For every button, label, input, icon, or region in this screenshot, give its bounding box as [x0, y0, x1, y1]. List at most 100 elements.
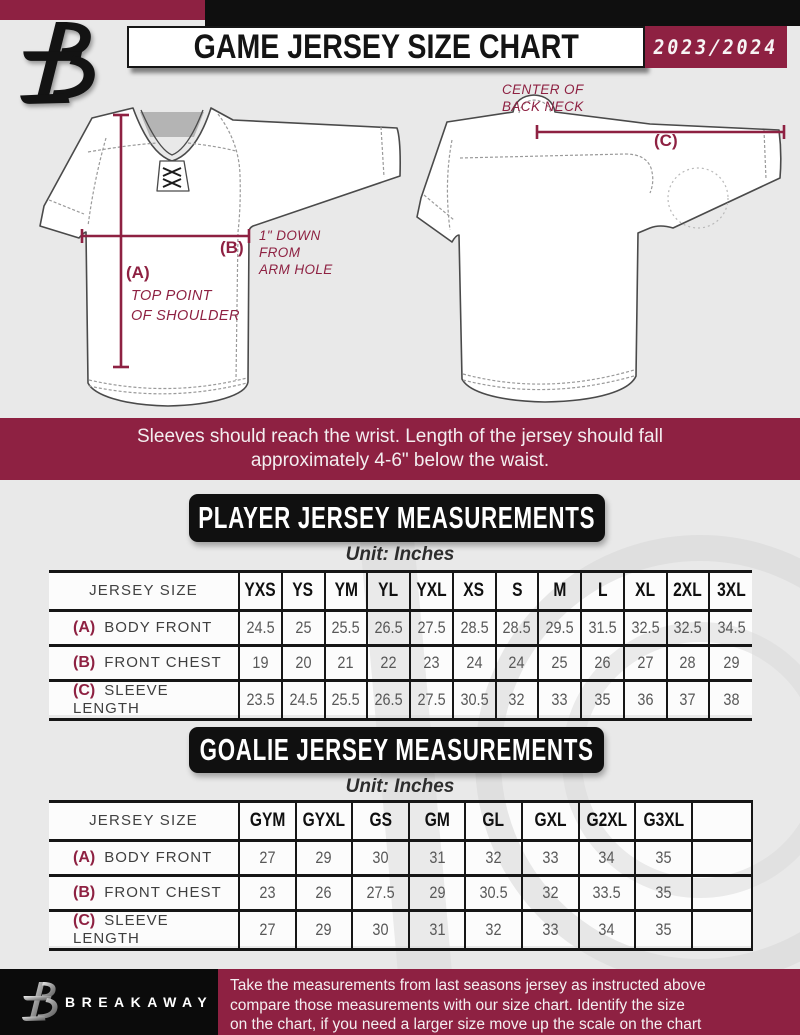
top-bar-maroon: [0, 0, 205, 20]
label-b-description: 1" DOWN FROM ARM HOLE: [259, 228, 333, 277]
value-cell: 27: [622, 645, 667, 681]
size-header-cell: GM: [407, 801, 466, 841]
value-cell: 30.5: [451, 680, 496, 720]
size-header-cell: YS: [280, 571, 325, 611]
measurement-lines: [80, 113, 786, 369]
size-header-cell: S: [494, 571, 539, 611]
value-cell: 33: [537, 680, 581, 720]
value-cell: 30: [351, 840, 409, 876]
value-cell: 24: [494, 645, 539, 681]
value-cell: 20: [280, 645, 325, 681]
value-cell: 24: [451, 645, 496, 681]
corner-header-cell: JERSEY SIZE: [89, 582, 198, 599]
center-back-neck-label: CENTER OF BACK NECK: [502, 82, 584, 114]
value-cell: 25: [537, 645, 581, 681]
value-cell: 34: [577, 840, 636, 876]
value-cell: 30: [351, 910, 409, 950]
value-cell: 33: [520, 910, 579, 950]
value-cell: 32: [464, 840, 522, 876]
jersey-back-diagram: [416, 94, 782, 403]
player-size-table: JERSEY SIZE YXS YS YM YL YXL XS S M L XL 2XL 3XL (A) B…: [49, 570, 752, 721]
value-cell: 34.5: [708, 610, 752, 646]
value-cell: 29: [708, 645, 752, 681]
size-header-cell: XS: [451, 571, 496, 611]
value-cell: 23: [238, 875, 296, 911]
label-c: (C): [654, 131, 678, 150]
value-cell: 24.5: [280, 680, 325, 720]
measurement-row: (C) SLEEVE LENGTH 27 29 30 31 32 33 34 35: [49, 910, 753, 950]
footer-breakaway-b-logo-icon: [22, 982, 58, 1021]
size-header-cell: YXL: [409, 571, 453, 611]
value-cell: [690, 875, 753, 911]
size-header-cell: YXS: [238, 571, 282, 611]
value-cell: 32: [464, 910, 522, 950]
value-cell: 31: [407, 840, 466, 876]
value-cell: 33: [520, 840, 579, 876]
value-cell: 25: [280, 610, 325, 646]
value-cell: 35: [634, 875, 692, 911]
row-label-cell: (A) BODY FRONT: [73, 849, 213, 866]
value-cell: 24.5: [238, 610, 282, 646]
value-cell: 25.5: [323, 610, 368, 646]
size-header-cell: GYM: [238, 801, 296, 841]
value-cell: 26.5: [366, 610, 410, 646]
notice-line-2: approximately 4-6" below the waist.: [250, 450, 550, 471]
value-cell: 32: [520, 875, 579, 911]
row-label-cell: (C) SLEEVE LENGTH: [73, 912, 169, 947]
measurement-row: (A) BODY FRONT 24.5 25 25.5 26.5 27.5 28.5 28.5 2…: [49, 610, 752, 646]
value-cell: 29: [294, 840, 353, 876]
row-label-cell: (B) FRONT CHEST: [73, 884, 222, 901]
footer-brand-name: BREAKAWAY: [65, 994, 214, 1010]
row-label-cell: (C) SLEEVE LENGTH: [73, 682, 169, 717]
notice-banner: Sleeves should reach the wrist. Length o…: [0, 418, 800, 480]
measurement-row: (C) SLEEVE LENGTH 23.5 24.5 25.5 26.5 27.5 30.5…: [49, 680, 752, 720]
top-bar-black: [205, 0, 800, 26]
value-cell: 29.5: [537, 610, 581, 646]
value-cell: 28.5: [451, 610, 496, 646]
size-header-cell: G3XL: [634, 801, 692, 841]
value-cell: 27: [238, 840, 296, 876]
value-cell: 32: [494, 680, 539, 720]
value-cell: 26.5: [366, 680, 410, 720]
value-cell: 35: [634, 840, 692, 876]
label-b: (B): [220, 238, 244, 257]
size-header-cell: YL: [366, 571, 410, 611]
size-header-cell: XL: [622, 571, 667, 611]
player-unit-label: Unit: Inches: [345, 544, 455, 565]
goalie-unit-label: Unit: Inches: [345, 776, 455, 797]
measurement-row: (B) FRONT CHEST 23 26 27.5 29 30.5 32 33.5 35: [49, 875, 753, 911]
value-cell: 25.5: [323, 680, 368, 720]
size-header-cell: GL: [464, 801, 522, 841]
value-cell: 22: [366, 645, 410, 681]
value-cell: 37: [665, 680, 710, 720]
size-header-cell: GXL: [520, 801, 579, 841]
value-cell: 38: [708, 680, 752, 720]
value-cell: 35: [634, 910, 692, 950]
value-cell: 19: [238, 645, 282, 681]
value-cell: 27.5: [409, 680, 453, 720]
value-cell: 23: [409, 645, 453, 681]
value-cell: 29: [294, 910, 353, 950]
value-cell: [690, 910, 753, 950]
breakaway-b-logo-icon: [20, 22, 95, 104]
jersey-diagrams: [39, 94, 786, 407]
value-cell: 26: [580, 645, 624, 681]
footer-note-panel: Take the measurements from last seasons …: [218, 969, 800, 1035]
size-header-cell: GS: [351, 801, 409, 841]
footer-note-line-1: Take the measurements from last seasons …: [230, 977, 706, 994]
value-cell: 34: [577, 910, 636, 950]
value-cell: 30.5: [464, 875, 522, 911]
value-cell: 32.5: [622, 610, 667, 646]
value-cell: 27.5: [409, 610, 453, 646]
value-cell: 28.5: [494, 610, 539, 646]
value-cell: 36: [622, 680, 667, 720]
size-header-cell: GYXL: [294, 801, 353, 841]
goalie-size-table: JERSEY SIZE GYM GYXL GS GM GL GXL G2XL G3XL (A) BO…: [49, 800, 753, 951]
season-text: 2023/2024: [652, 35, 780, 59]
size-header-cell: 2XL: [665, 571, 710, 611]
size-header-cell: G2XL: [577, 801, 636, 841]
player-measurements-heading: PLAYER JERSEY MEASUREMENTS: [189, 494, 605, 542]
label-a: (A): [126, 263, 150, 282]
value-cell: 31: [407, 910, 466, 950]
footer-note-line-2: compare those measurements with our size…: [230, 996, 685, 1014]
